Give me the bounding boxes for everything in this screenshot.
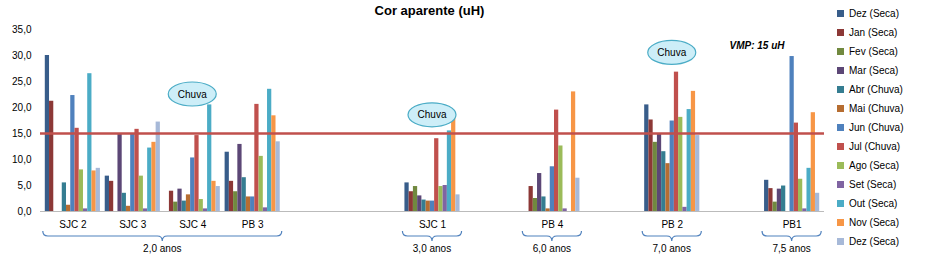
svg-text:SJC 1: SJC 1 [419,219,447,230]
html-text:Jun (Chuva): Jun (Chuva) [849,122,904,133]
svg-text:SJC 2: SJC 2 [59,219,87,230]
svg-text:2,0 anos: 2,0 anos [143,243,181,254]
svg-text:3,0 anos: 3,0 anos [413,243,451,254]
html-text:Abr (Chuva): Abr (Chuva) [849,84,903,95]
svg-text:PB 3: PB 3 [242,219,264,230]
html-text:Jul (Chuva): Jul (Chuva) [849,141,901,152]
svg-text:6,0 anos: 6,0 anos [533,243,571,254]
html-text:Jan (Seca): Jan (Seca) [849,27,898,38]
html-text:Dez (Seca): Dez (Seca) [849,8,899,19]
html-text:Ago (Seca): Ago (Seca) [849,160,899,171]
svg-text:30,0: 30,0 [12,50,32,61]
svg-text:20,0: 20,0 [12,102,32,113]
svg-text:35,0: 35,0 [12,24,32,35]
svg-text:SJC 3: SJC 3 [119,219,147,230]
svg-text:Chuva: Chuva [178,89,207,100]
svg-text:Chuva: Chuva [657,47,686,58]
svg-text:VMP: 15 uH: VMP: 15 uH [729,40,785,51]
html-text:Cor aparente (uH): Cor aparente (uH) [374,3,485,18]
svg-text:PB 4: PB 4 [542,219,564,230]
html-text:Mar (Seca): Mar (Seca) [849,65,899,76]
html-text:Dez (Seca): Dez (Seca) [849,236,899,247]
svg-text:0,0: 0,0 [18,206,32,217]
html-text:Out (Seca): Out (Seca) [849,198,898,209]
html-text:Mai (Chuva): Mai (Chuva) [849,103,904,114]
svg-text:Chuva: Chuva [418,109,447,120]
svg-text:7,5 anos: 7,5 anos [772,243,810,254]
html-text:Nov (Seca): Nov (Seca) [849,217,899,228]
svg-text:10,0: 10,0 [12,154,32,165]
html-text:Fev (Seca): Fev (Seca) [849,46,898,57]
svg-text:15,0: 15,0 [12,128,32,139]
svg-text:25,0: 25,0 [12,76,32,87]
svg-text:PB1: PB1 [783,219,802,230]
svg-text:7,0 anos: 7,0 anos [653,243,691,254]
svg-text:5,0: 5,0 [18,180,32,191]
svg-text:PB 2: PB 2 [661,219,683,230]
svg-text:SJC 4: SJC 4 [179,219,207,230]
html-text:Set (Seca): Set (Seca) [849,179,897,190]
